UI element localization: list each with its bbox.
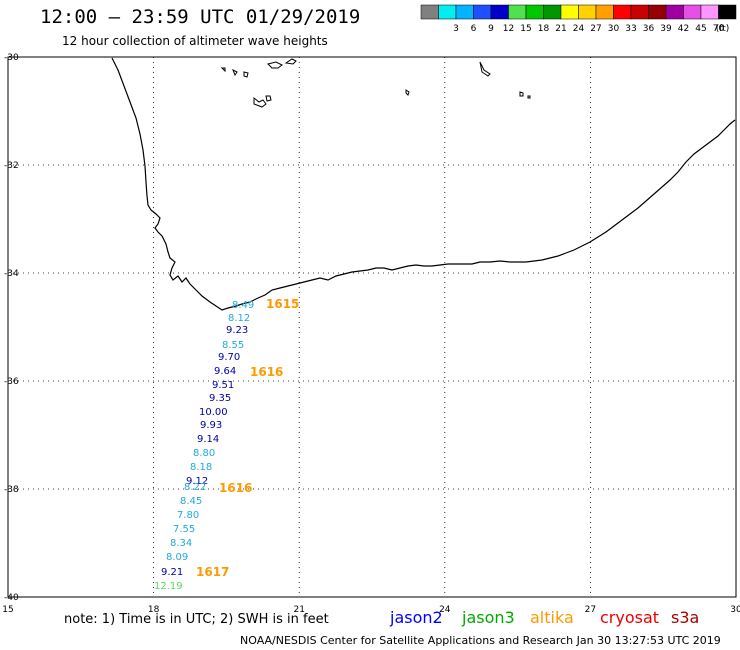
swh-value-label: 7.80	[177, 510, 199, 521]
lat-tick-label: -40	[4, 593, 19, 603]
colorbar-tick-label: 12	[503, 24, 514, 34]
lon-tick-label: 27	[585, 605, 596, 615]
time-labels: 1615 1616 1616 1617	[196, 297, 299, 579]
lon-tick-label: 18	[148, 605, 160, 615]
swh-value-label: 7.55	[173, 524, 195, 535]
islands	[220, 58, 531, 108]
colorbar-bin	[630, 4, 649, 20]
swh-value-label: 9.70	[218, 352, 240, 363]
colorbar-bin	[420, 4, 439, 20]
swh-value-label: 8.18	[190, 462, 212, 473]
colorbar-bin	[578, 4, 597, 20]
colorbar-tick-label: 9	[488, 24, 494, 34]
colorbar-tick-label: 3	[453, 24, 459, 34]
swh-value-label: 8.22	[184, 482, 206, 493]
lat-tick-label: -34	[4, 269, 19, 279]
colorbar-bin	[648, 4, 667, 20]
colorbar-bin	[613, 4, 632, 20]
lat-tick-label: -36	[4, 377, 19, 387]
lon-tick-label: 15	[2, 605, 13, 615]
colorbar-bin	[543, 4, 562, 20]
colorbar-bin	[595, 4, 614, 20]
time-label: 1616	[250, 365, 283, 379]
colorbar-tick-label: 36	[643, 24, 655, 34]
colorbar-tick-label: 45	[695, 24, 706, 34]
colorbar-bin	[490, 4, 509, 20]
axis-ticks: 15 18 21 24 27 30 -30 -32 -34 -36 -38 -40	[2, 53, 740, 615]
swh-value-label: 9.12	[186, 476, 208, 487]
legend-jason2: jason2	[390, 608, 443, 627]
map-subtitle: 12 hour collection of altimeter wave hei…	[62, 34, 328, 48]
swh-value-label: 8.12	[228, 313, 250, 324]
map-frame	[7, 56, 737, 598]
colorbar-tick-label: 70	[713, 24, 725, 34]
swh-value-label: 9.93	[200, 420, 222, 431]
colorbar-tick-label: 21	[555, 24, 566, 34]
colorbar-bin	[683, 4, 702, 20]
swh-value-label: 8.45	[180, 496, 202, 507]
colorbar: 3 6 9 12 15 18 21 24 27 30 33 36 39 42 45 70(ft)	[420, 4, 737, 34]
lat-tick-label: -30	[4, 53, 19, 63]
colorbar-bin	[718, 4, 737, 20]
legend-altika: altika	[530, 608, 574, 627]
observation-labels: 8.49 8.129.23 8.559.70 9.64 9.51 9.35 10.00 9.9…	[154, 300, 254, 592]
swh-value-label: 12.19	[154, 581, 183, 592]
map-title: 12:00 – 23:59 UTC 01/29/2019	[40, 6, 361, 28]
colorbar-bin	[438, 4, 457, 20]
colorbar-bin	[473, 4, 492, 20]
coastline	[111, 57, 736, 311]
swh-value-label: 8.09	[166, 552, 188, 563]
colorbar-tick-label: 24	[573, 24, 585, 34]
colorbar-tick-label: 15	[520, 24, 531, 34]
swh-value-label: 9.64	[214, 366, 236, 377]
swh-value-label: 8.80	[193, 448, 215, 459]
colorbar-tick-label: 39	[660, 24, 672, 34]
colorbar-unit: (ft)	[716, 24, 730, 34]
colorbar-bin	[508, 4, 527, 20]
swh-value-label: 9.35	[209, 393, 231, 404]
time-label: 1617	[196, 565, 229, 579]
time-label: 1616	[219, 481, 252, 495]
lat-tick-label: -38	[4, 485, 19, 495]
colorbar-bin	[525, 4, 544, 20]
legend-s3a: s3a	[671, 608, 700, 627]
graticule	[8, 57, 736, 597]
legend-cryosat: cryosat	[600, 608, 660, 627]
swh-value-label: 9.14	[197, 434, 219, 445]
lon-tick-label: 21	[293, 605, 304, 615]
swh-value-label: 9.23	[226, 325, 248, 336]
credit-line: NOAA/NESDIS Center for Satellite Applica…	[240, 634, 721, 647]
colorbar-bin	[560, 4, 579, 20]
colorbar-tick-label: 33	[625, 24, 636, 34]
lon-tick-label: 30	[730, 605, 740, 615]
swh-value-label: 9.21	[161, 567, 183, 578]
colorbar-bin	[665, 4, 684, 20]
colorbar-tick-label: 27	[590, 24, 601, 34]
legend-jason3: jason3	[462, 608, 515, 627]
lat-tick-label: -32	[4, 161, 19, 171]
footer-note: note: 1) Time is in UTC; 2) SWH is in fe…	[64, 612, 329, 627]
swh-value-label: 8.55	[222, 340, 244, 351]
colorbar-tick-label: 42	[678, 24, 689, 34]
colorbar-tick-label: 18	[538, 24, 550, 34]
time-label: 1615	[266, 297, 299, 311]
swh-value-label: 9.51	[212, 380, 234, 391]
swh-value-label: 8.34	[170, 538, 192, 549]
lon-tick-label: 24	[439, 605, 451, 615]
colorbar-bin	[455, 4, 474, 20]
colorbar-tick-label: 6	[471, 24, 477, 34]
swh-value-label: 8.49	[232, 300, 254, 311]
swh-value-label: 10.00	[199, 407, 228, 418]
colorbar-tick-label: 30	[608, 24, 620, 34]
colorbar-bin	[700, 4, 719, 20]
